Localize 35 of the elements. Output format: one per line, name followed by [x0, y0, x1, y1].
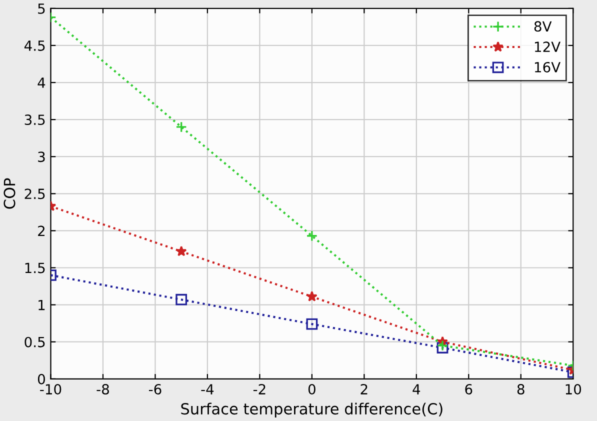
point: [306, 318, 318, 330]
y-tick-label: 2: [38, 226, 44, 236]
legend-label: 12V: [534, 42, 561, 52]
point: [436, 342, 448, 354]
legend-label: 8V: [534, 21, 552, 32]
point: [176, 121, 188, 133]
x-tick-label: 2: [360, 384, 368, 394]
y-tick-label: 4.5: [24, 40, 45, 51]
x-tick-label: 10: [566, 384, 582, 395]
y-tick-label: 1.5: [25, 262, 45, 274]
y-tick-label: 5: [38, 4, 45, 14]
x-tick-label: -6: [148, 384, 162, 395]
x-tick-label: 0: [308, 384, 316, 395]
y-tick-label: 2.5: [24, 188, 45, 200]
x-tick-label: 4: [412, 384, 420, 394]
point: [436, 340, 448, 352]
y-tick-label: 0: [38, 374, 45, 384]
x-axis-title: Surface temperature difference(C): [181, 402, 442, 418]
y-tick-label: 0.5: [24, 336, 45, 348]
point: [306, 230, 318, 242]
x-tick-label: -10: [40, 384, 62, 395]
legend-label: 16V: [534, 62, 561, 72]
x-tick-label: 8: [517, 384, 524, 395]
y-tick-label: 4: [38, 78, 46, 88]
y-axis-title: COP: [4, 178, 16, 209]
point: [176, 294, 188, 306]
y-tick-label: 3.5: [24, 114, 45, 126]
x-tick-label: 6: [465, 384, 472, 395]
y-tick-label: 1: [38, 300, 45, 310]
x-tick-label: -2: [253, 384, 266, 394]
point: [306, 290, 318, 302]
point: [176, 246, 187, 256]
x-tick-label: -8: [96, 384, 109, 395]
y-tick-label: 3: [38, 152, 45, 162]
x-tick-label: -4: [201, 384, 214, 394]
